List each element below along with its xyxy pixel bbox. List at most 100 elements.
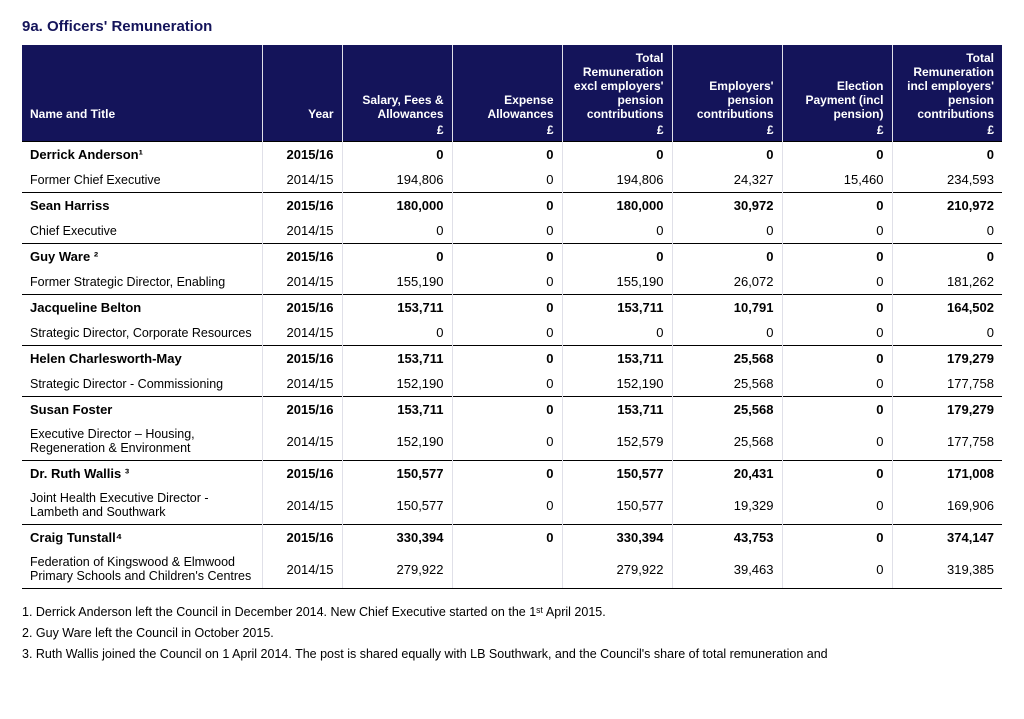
cell-election: 0 [782, 193, 892, 219]
footnotes: 1. Derrick Anderson left the Council in … [22, 603, 1002, 663]
cell-pension: 10,791 [672, 295, 782, 321]
cell-expense: 0 [452, 269, 562, 295]
cell-year: 2014/15 [262, 486, 342, 525]
cell-expense: 0 [452, 422, 562, 461]
officer-title: Executive Director – Housing, Regenerati… [22, 422, 262, 461]
officer-name: Dr. Ruth Wallis ³ [22, 461, 262, 487]
cell-salary: 180,000 [342, 193, 452, 219]
cell-election: 0 [782, 371, 892, 397]
cell-tot_ex: 330,394 [562, 525, 672, 551]
cell-pension: 20,431 [672, 461, 782, 487]
footnote: 2. Guy Ware left the Council in October … [22, 624, 1002, 643]
cell-tot_inc: 164,502 [892, 295, 1002, 321]
cell-expense: 0 [452, 244, 562, 270]
cell-pension: 19,329 [672, 486, 782, 525]
cell-year: 2014/15 [262, 550, 342, 589]
cell-tot_inc: 181,262 [892, 269, 1002, 295]
cell-salary: 153,711 [342, 346, 452, 372]
cell-year: 2015/16 [262, 295, 342, 321]
cell-tot_inc: 0 [892, 320, 1002, 346]
cell-election: 0 [782, 142, 892, 168]
cell-expense: 0 [452, 193, 562, 219]
cell-expense: 0 [452, 346, 562, 372]
cell-pension: 30,972 [672, 193, 782, 219]
cell-pension: 39,463 [672, 550, 782, 589]
cell-tot_ex: 152,579 [562, 422, 672, 461]
cell-expense: 0 [452, 295, 562, 321]
table-row: Derrick Anderson¹2015/16000000 [22, 142, 1002, 168]
cell-tot_ex: 153,711 [562, 295, 672, 321]
cell-election: 0 [782, 244, 892, 270]
cell-pension: 0 [672, 320, 782, 346]
cell-expense: 0 [452, 218, 562, 244]
cell-pension: 0 [672, 142, 782, 168]
cell-tot_ex: 0 [562, 142, 672, 168]
cell-year: 2015/16 [262, 461, 342, 487]
cell-election: 0 [782, 525, 892, 551]
cell-tot_inc: 171,008 [892, 461, 1002, 487]
col-header-pension: Employers' pension contributions [672, 45, 782, 123]
cell-salary: 155,190 [342, 269, 452, 295]
cell-salary: 153,711 [342, 397, 452, 423]
col-unit-pension: £ [672, 123, 782, 142]
table-row: Helen Charlesworth-May2015/16153,7110153… [22, 346, 1002, 372]
cell-year: 2014/15 [262, 371, 342, 397]
cell-expense: 0 [452, 167, 562, 193]
cell-election: 0 [782, 269, 892, 295]
cell-tot_inc: 234,593 [892, 167, 1002, 193]
table-row: Chief Executive2014/15000000 [22, 218, 1002, 244]
officer-title: Former Chief Executive [22, 167, 262, 193]
cell-tot_ex: 152,190 [562, 371, 672, 397]
cell-tot_inc: 179,279 [892, 346, 1002, 372]
cell-pension: 43,753 [672, 525, 782, 551]
col-header-totinc: Total Remuneration incl employers' pensi… [892, 45, 1002, 123]
cell-year: 2014/15 [262, 167, 342, 193]
cell-year: 2014/15 [262, 218, 342, 244]
table-row: Dr. Ruth Wallis ³2015/16150,5770150,5772… [22, 461, 1002, 487]
cell-pension: 25,568 [672, 371, 782, 397]
officer-name: Derrick Anderson¹ [22, 142, 262, 168]
cell-salary: 0 [342, 320, 452, 346]
cell-expense: 0 [452, 397, 562, 423]
table-row: Susan Foster2015/16153,7110153,71125,568… [22, 397, 1002, 423]
cell-tot_inc: 169,906 [892, 486, 1002, 525]
cell-election: 0 [782, 397, 892, 423]
cell-salary: 153,711 [342, 295, 452, 321]
cell-year: 2014/15 [262, 320, 342, 346]
col-header-election: Election Payment (incl pension) [782, 45, 892, 123]
cell-election: 0 [782, 218, 892, 244]
officer-title: Former Strategic Director, Enabling [22, 269, 262, 295]
cell-salary: 330,394 [342, 525, 452, 551]
cell-pension: 26,072 [672, 269, 782, 295]
section-title: 9a. Officers' Remuneration [22, 18, 1002, 35]
col-header-expense: Expense Allowances [452, 45, 562, 123]
officer-title: Strategic Director - Commissioning [22, 371, 262, 397]
cell-year: 2014/15 [262, 422, 342, 461]
table-row: Former Chief Executive2014/15194,8060194… [22, 167, 1002, 193]
cell-tot_ex: 153,711 [562, 397, 672, 423]
cell-year: 2015/16 [262, 397, 342, 423]
cell-tot_inc: 177,758 [892, 422, 1002, 461]
cell-tot_ex: 155,190 [562, 269, 672, 295]
cell-tot_ex: 279,922 [562, 550, 672, 589]
cell-salary: 194,806 [342, 167, 452, 193]
cell-election: 0 [782, 295, 892, 321]
cell-year: 2015/16 [262, 525, 342, 551]
table-body: Derrick Anderson¹2015/16000000Former Chi… [22, 142, 1002, 589]
cell-election: 0 [782, 550, 892, 589]
cell-expense: 0 [452, 371, 562, 397]
cell-tot_inc: 177,758 [892, 371, 1002, 397]
cell-salary: 152,190 [342, 422, 452, 461]
cell-tot_inc: 210,972 [892, 193, 1002, 219]
table-row: Sean Harriss2015/16180,0000180,00030,972… [22, 193, 1002, 219]
cell-expense [452, 550, 562, 589]
footnote: 1. Derrick Anderson left the Council in … [22, 603, 1002, 622]
cell-election: 0 [782, 422, 892, 461]
col-header-salary: Salary, Fees & Allowances [342, 45, 452, 123]
cell-year: 2014/15 [262, 269, 342, 295]
cell-pension: 25,568 [672, 397, 782, 423]
cell-salary: 152,190 [342, 371, 452, 397]
cell-year: 2015/16 [262, 346, 342, 372]
officer-name: Helen Charlesworth-May [22, 346, 262, 372]
col-header-name: Name and Title [22, 45, 262, 123]
